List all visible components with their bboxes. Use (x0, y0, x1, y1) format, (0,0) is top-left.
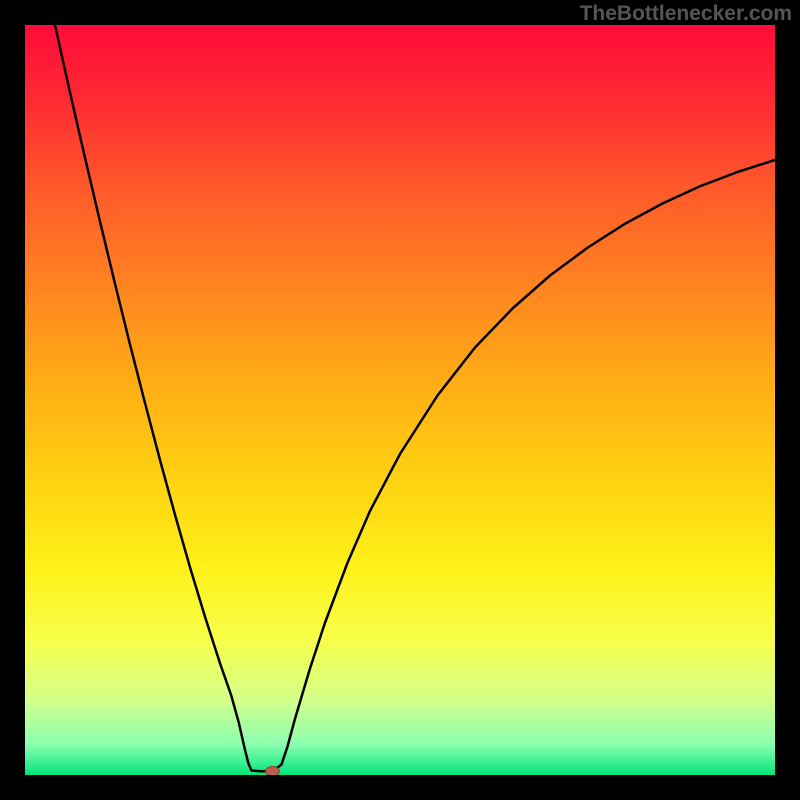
optimal-point-marker (266, 766, 280, 775)
chart-container: TheBottlenecker.com (0, 0, 800, 800)
plot-svg (25, 25, 775, 775)
watermark-text: TheBottlenecker.com (580, 2, 792, 26)
gradient-background (25, 25, 775, 775)
plot-area (25, 25, 775, 775)
